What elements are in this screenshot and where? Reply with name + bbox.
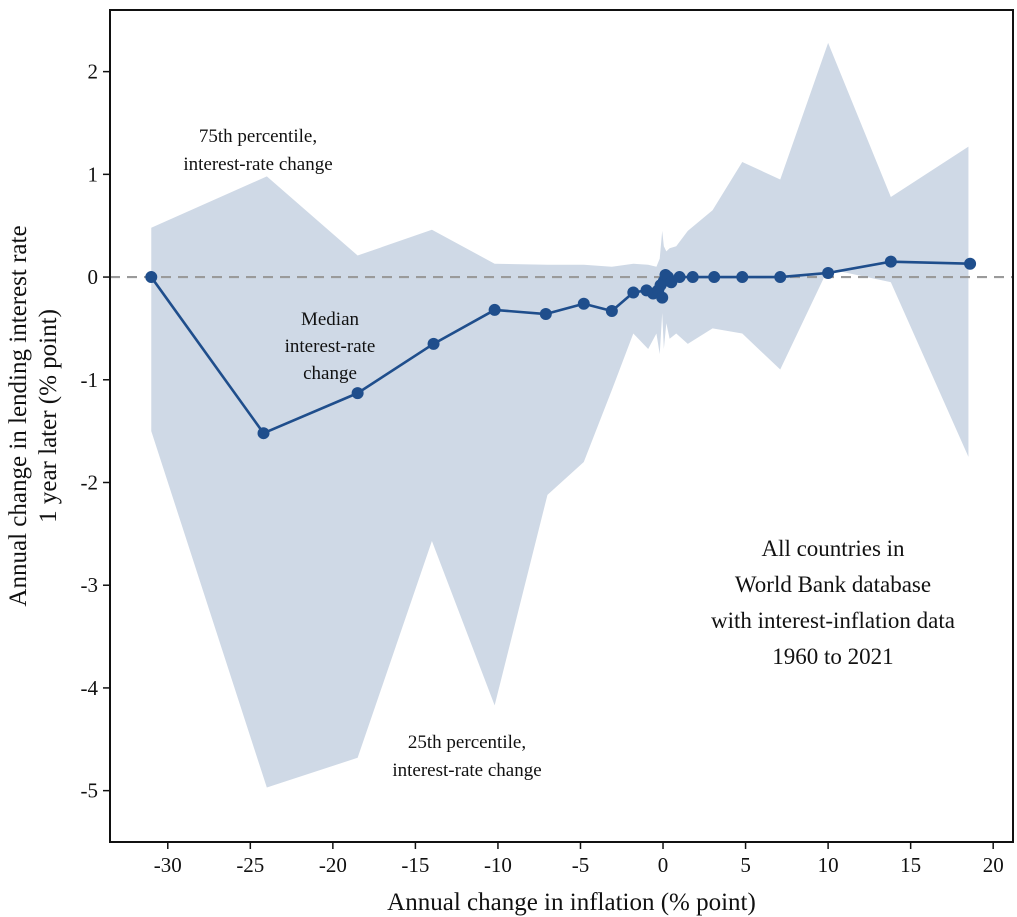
y-axis-title: Annual change in lending interest rate 1 … [5,225,62,606]
median-point [686,271,699,284]
x-tick-label: 5 [740,853,751,877]
y-axis-title-line-0: Annual change in lending interest rate [5,225,32,606]
y-tick-label: 2 [88,60,99,84]
x-tick-label: 10 [818,853,839,877]
median-point [627,286,640,299]
y-axis-title-line-1: 1 year later (% point) [35,309,62,523]
median-point [884,255,897,268]
median-point [145,271,158,284]
y-tick-label: -1 [81,368,99,392]
median-point [736,271,749,284]
dataset-note-line-2: with interest-inflation data [711,608,955,633]
x-tick-label: -5 [572,853,590,877]
y-tick-label: 0 [88,265,99,289]
x-tick-label: -25 [236,853,264,877]
percentile-band-layer [151,42,969,788]
y-tick-label: -4 [81,676,99,700]
interquartile-band [151,42,969,788]
median-point [577,297,590,310]
x-tick-label: -20 [319,853,347,877]
median-point [822,266,835,279]
upper-band-label-line-0: 75th percentile, [199,126,317,147]
median-point [427,337,440,350]
x-tick-label: -15 [401,853,429,877]
median-point [708,271,721,284]
median-point [351,387,364,400]
dataset-note-line-1: World Bank database [735,572,931,597]
x-tick-label: 0 [658,853,669,877]
upper-band-label-line-1: interest-rate change [183,154,332,175]
y-tick-label: -2 [81,470,99,494]
dataset-note-line-3: 1960 to 2021 [772,644,893,669]
labels-layer: Annual change in inflation (% point) Annu… [5,126,955,916]
median-label-line-2: change [303,363,357,384]
median-point [488,303,501,316]
median-point [257,427,270,440]
y-tick-label: -5 [81,779,99,803]
median-point [964,257,977,270]
plot-frame [109,9,1014,843]
x-axis-title: Annual change in inflation (% point) [387,889,756,916]
x-tick-label: 20 [983,853,1004,877]
median-label-line-1: interest-rate [285,336,376,357]
lower-band-label-line-1: interest-rate change [392,760,541,781]
y-tick-label: 1 [88,162,99,186]
median-point [656,291,669,304]
median-point [605,304,618,317]
median-label-line-0: Median [301,309,360,330]
x-tick-label: -30 [154,853,182,877]
dataset-note-line-0: All countries in [761,536,905,561]
median-point [774,271,787,284]
median-point [673,271,686,284]
x-tick-label: 15 [900,853,921,877]
median-point [539,308,552,321]
median-series-layer [145,255,977,440]
lower-band-label-line-0: 25th percentile, [408,732,526,753]
x-tick-label: -10 [484,853,512,877]
y-tick-label: -3 [81,573,99,597]
